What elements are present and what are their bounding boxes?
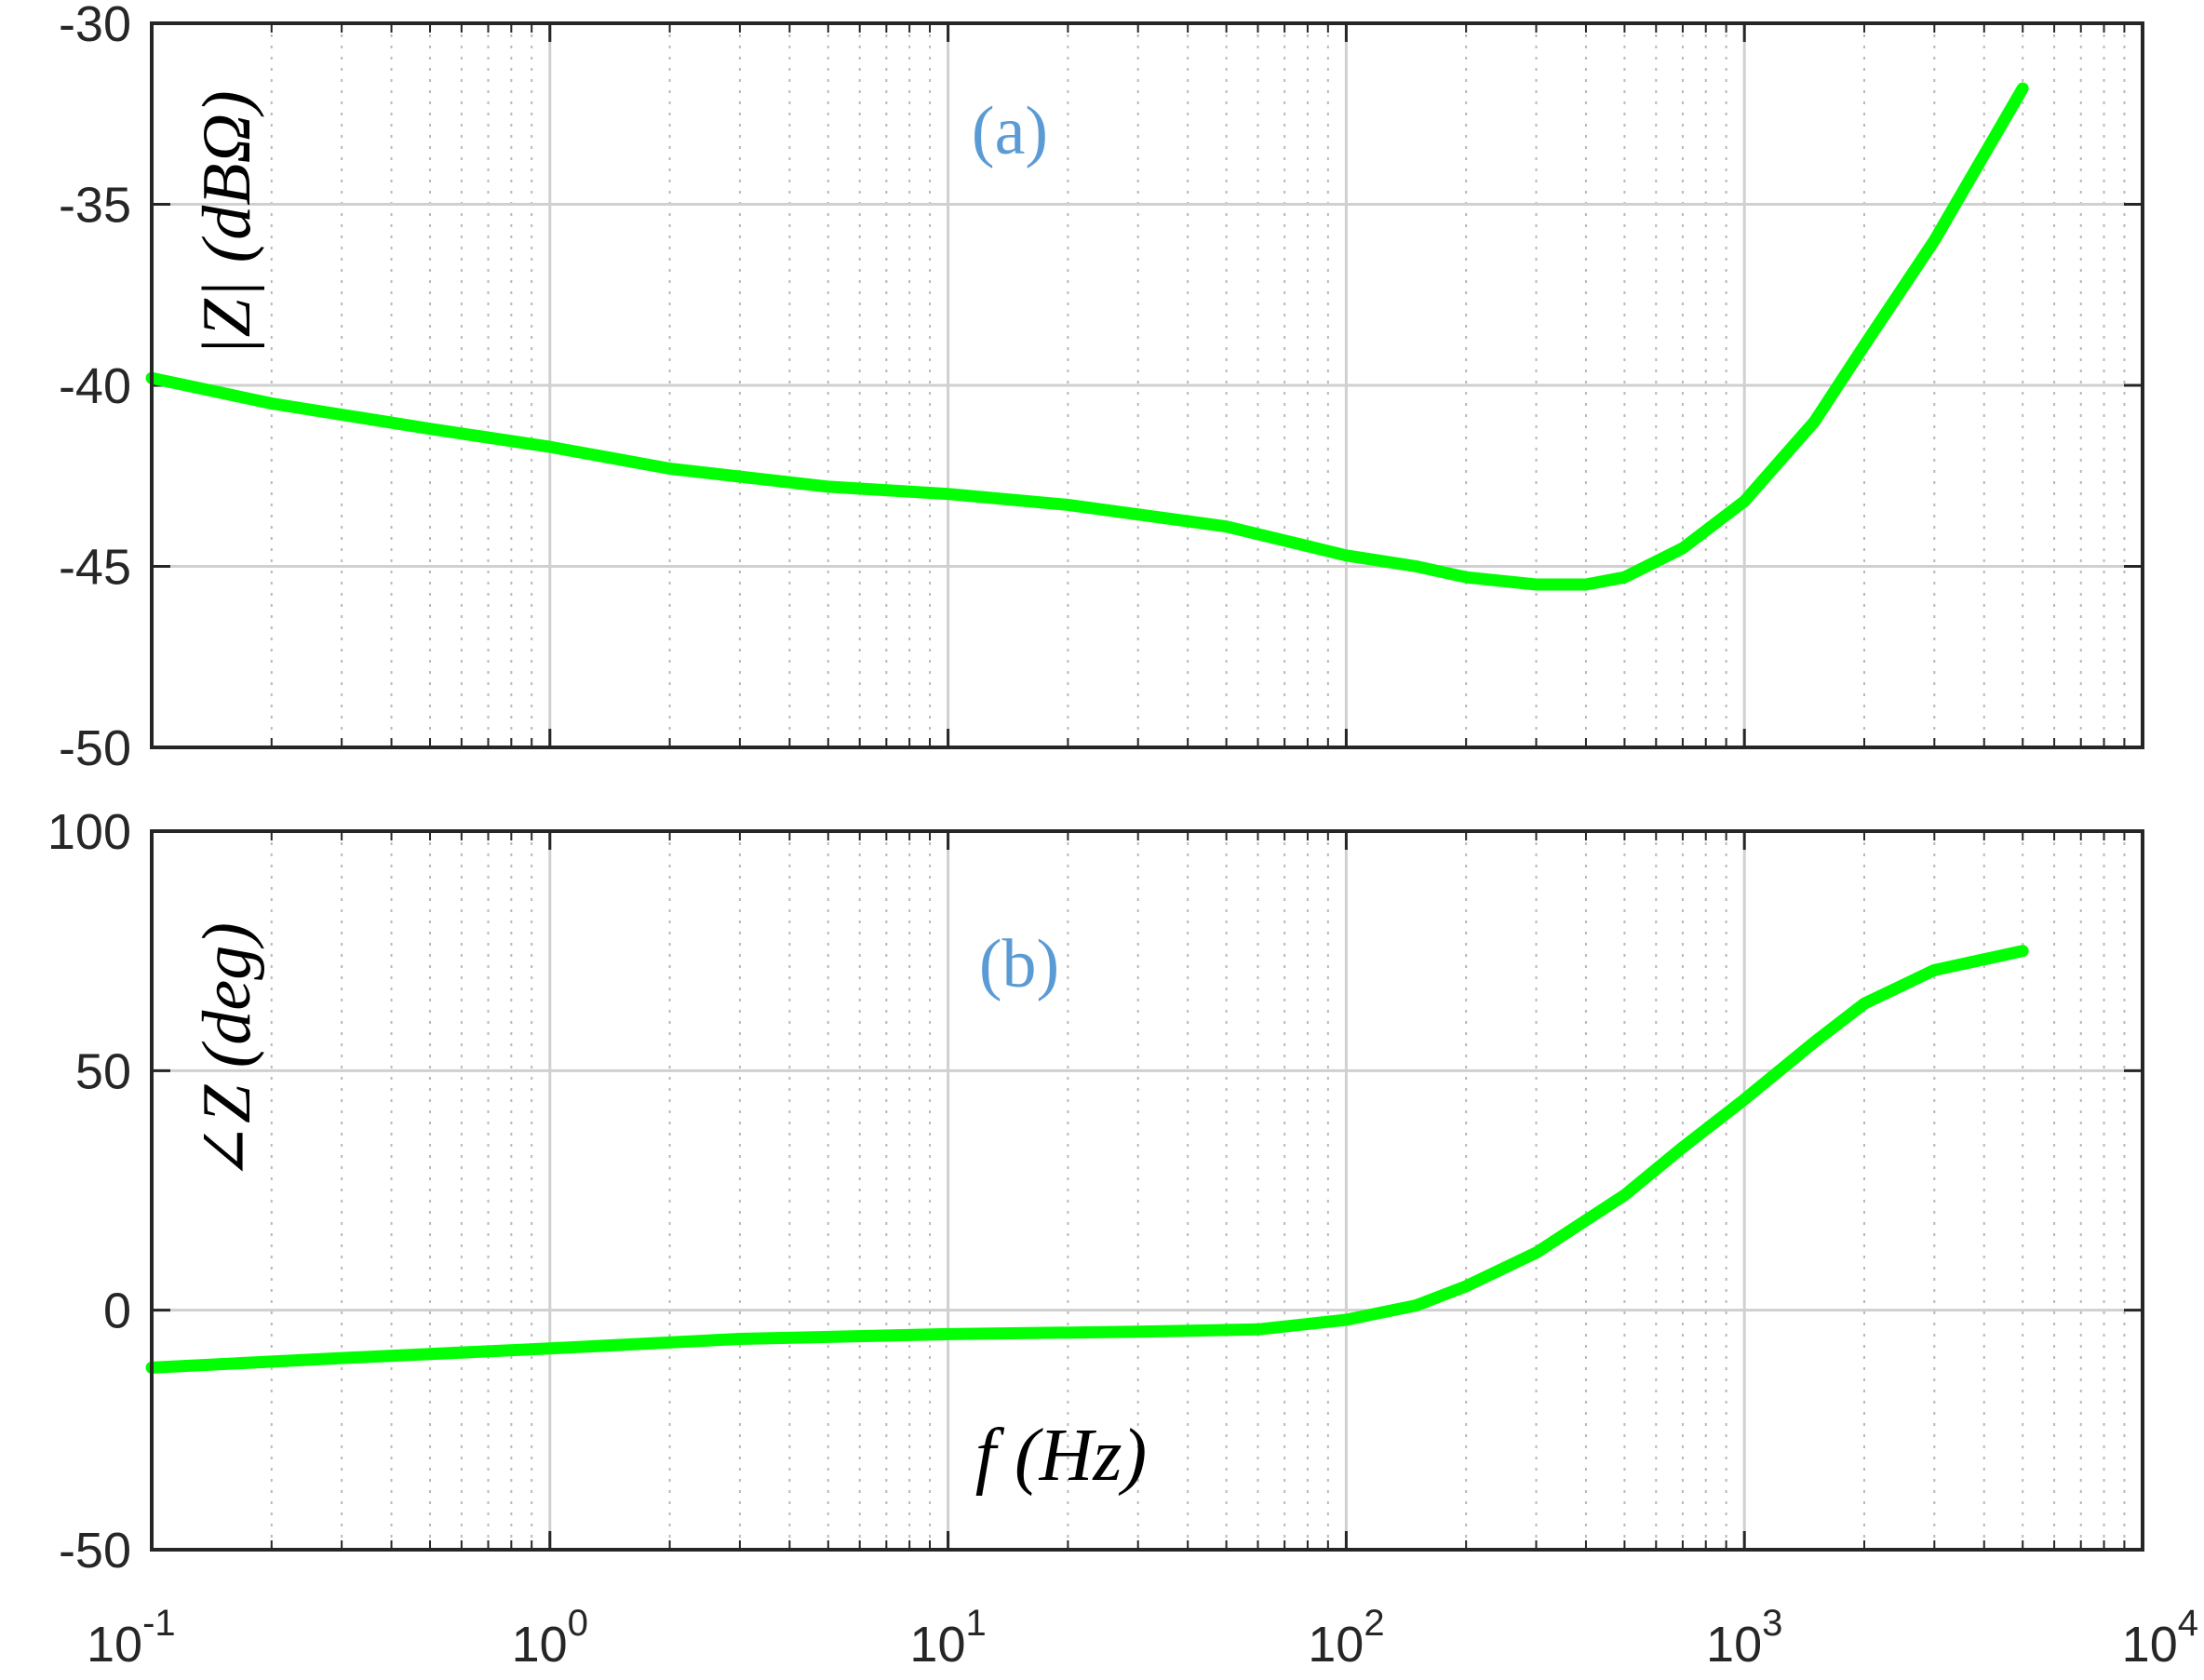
y-axis-label: |Z| (dBΩ): [189, 90, 265, 356]
x-axis-label: f (Hz): [975, 1415, 1147, 1497]
panel-label: (a): [972, 93, 1048, 169]
y-tick-label: 50: [75, 1043, 131, 1099]
y-tick-label: -50: [59, 720, 131, 776]
y-tick-label: 0: [103, 1284, 131, 1339]
y-tick-label: 100: [47, 804, 131, 860]
y-axis-label: ∠Z (deg): [189, 922, 265, 1181]
magnitude-panel: -30 -35 -40 -45 -50 |Z| (dBΩ) (a): [59, 0, 2144, 776]
data-line: [145, 945, 2029, 1374]
x-tick-label: 10-1: [87, 1603, 176, 1673]
data-line: [145, 82, 2029, 591]
x-tick-label: 103: [1706, 1603, 1782, 1673]
plot-area: [152, 831, 2143, 1550]
y-tick-label: -45: [59, 540, 131, 596]
y-tick-label: -30: [59, 0, 131, 52]
y-tick-label: -35: [59, 178, 131, 234]
x-tick-label: 102: [1308, 1603, 1384, 1673]
y-tick-label: -40: [59, 358, 131, 414]
y-tick-label: -50: [59, 1523, 131, 1579]
x-tick-label: 104: [2122, 1603, 2198, 1673]
x-tick-label: 100: [512, 1603, 588, 1673]
phase-panel: 100 50 0 -50 ∠Z (deg) (b) f (Hz) 10-1 100 101 102 1…: [47, 804, 2198, 1673]
x-tick-label: 101: [909, 1603, 986, 1673]
panel-label: (b): [979, 926, 1059, 1002]
axes-box: [150, 21, 2144, 749]
axes-box: [150, 829, 2144, 1552]
